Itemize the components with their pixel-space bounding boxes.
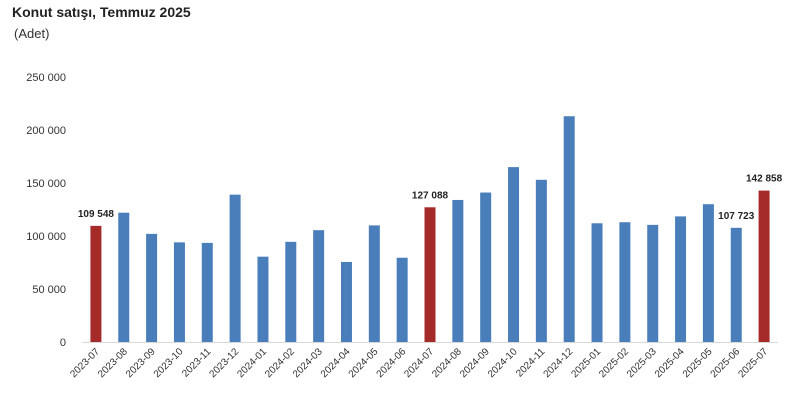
x-tick-label: 2025-04 [653,346,687,380]
x-tick-label: 2025-07 [736,346,770,380]
bar-2024-10 [508,167,520,342]
bar-2024-06 [396,257,408,342]
x-tick-label: 2025-03 [625,346,659,380]
x-tick-label: 2024-10 [486,346,520,380]
bar-2024-09 [480,192,492,342]
data-label-2025-06: 107 723 [718,211,755,222]
bar-2023-12 [229,194,241,342]
y-tick-label: 50 000 [32,284,66,296]
x-tick-label: 2024-03 [291,346,325,380]
chart-subtitle: (Adet) [14,26,50,41]
x-tick-label: 2025-01 [569,346,603,380]
x-tick-label: 2024-09 [458,346,492,380]
x-tick-label: 2025-06 [709,346,743,380]
x-tick-label: 2023-09 [124,346,158,380]
x-tick-label: 2025-05 [681,346,715,380]
data-label-2025-07: 142 858 [746,174,783,185]
bar-2024-11 [535,179,547,342]
x-tick-label: 2024-05 [347,346,381,380]
bar-2025-01 [591,223,603,342]
x-tick-label: 2024-07 [402,346,436,380]
bar-2025-06 [730,227,742,342]
bar-2023-11 [201,242,213,342]
y-tick-label: 250 000 [26,72,66,84]
x-tick-label: 2024-08 [430,346,464,380]
y-tick-label: 200 000 [26,125,66,137]
x-tick-label: 2023-07 [68,346,102,380]
x-tick-label: 2023-10 [152,346,186,380]
bar-2024-04 [340,261,352,342]
data-label-2024-07: 127 088 [412,190,449,201]
data-label-2023-07: 109 548 [78,209,115,220]
bar-2023-10 [173,242,185,342]
x-tick-label: 2024-02 [263,346,297,380]
bar-2023-08 [118,212,130,342]
y-tick-label: 150 000 [26,178,66,190]
bar-2025-03 [647,224,659,342]
x-tick-label: 2024-01 [235,346,269,380]
x-tick-label: 2024-06 [375,346,409,380]
bar-2025-04 [675,216,687,342]
bar-2024-05 [368,225,380,342]
y-tick-label: 0 [60,337,66,349]
bar-2024-12 [563,116,575,342]
x-tick-label: 2023-08 [96,346,130,380]
x-tick-label: 2024-12 [542,346,576,380]
bar-2024-02 [285,241,297,342]
chart-title: Konut satışı, Temmuz 2025 [12,4,191,20]
bar-2023-07 [90,225,102,342]
x-tick-label: 2025-02 [597,346,631,380]
x-tick-label: 2023-12 [208,346,242,380]
bar-2025-05 [702,204,714,342]
bar-2024-03 [313,230,325,342]
bar-2024-01 [257,256,269,342]
bar-2025-02 [619,222,631,342]
bar-2025-07 [758,190,770,342]
y-tick-label: 100 000 [26,231,66,243]
bar-2024-07 [424,207,436,342]
x-tick-label: 2024-04 [319,346,353,380]
bar-2023-09 [146,233,158,342]
bar-2024-08 [452,199,464,342]
